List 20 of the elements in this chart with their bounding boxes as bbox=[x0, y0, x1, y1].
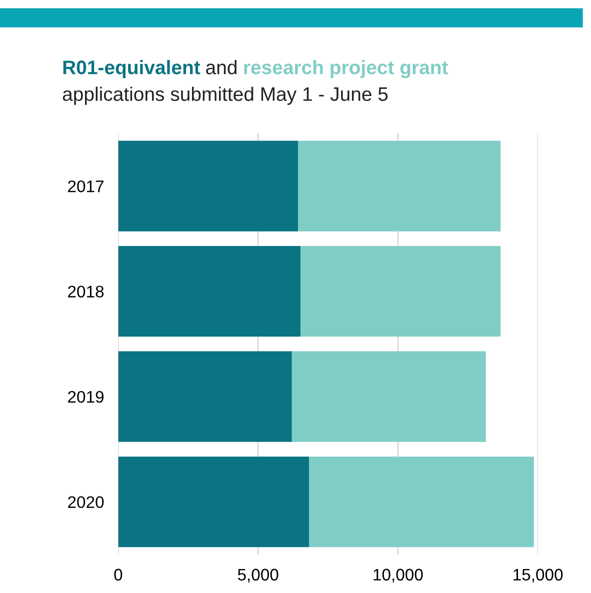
text: R01-equivalent bbox=[63, 60, 200, 78]
bar bbox=[118, 246, 301, 337]
chart-subtitle: applications submitted May 1 - June 5 bbox=[62, 86, 388, 105]
x-tick-label: 5,000 bbox=[238, 568, 278, 583]
chart-title: and bbox=[206, 60, 236, 74]
bar bbox=[118, 456, 309, 548]
y-tick-label: 2017 bbox=[68, 180, 104, 192]
x-tick-label: 0 bbox=[114, 568, 122, 581]
bar bbox=[292, 351, 486, 442]
text: research project grant bbox=[244, 60, 448, 78]
bar bbox=[298, 140, 501, 232]
bar bbox=[118, 351, 292, 442]
bar bbox=[300, 246, 501, 337]
y-tick-label: 2018 bbox=[68, 286, 104, 298]
y-tick-label: 2019 bbox=[68, 390, 104, 403]
y-tick-label: 2020 bbox=[68, 496, 104, 508]
bar bbox=[308, 456, 534, 548]
x-tick-label: 15,000 bbox=[514, 568, 563, 583]
bar bbox=[118, 140, 298, 232]
x-tick-label: 10,000 bbox=[374, 568, 423, 583]
